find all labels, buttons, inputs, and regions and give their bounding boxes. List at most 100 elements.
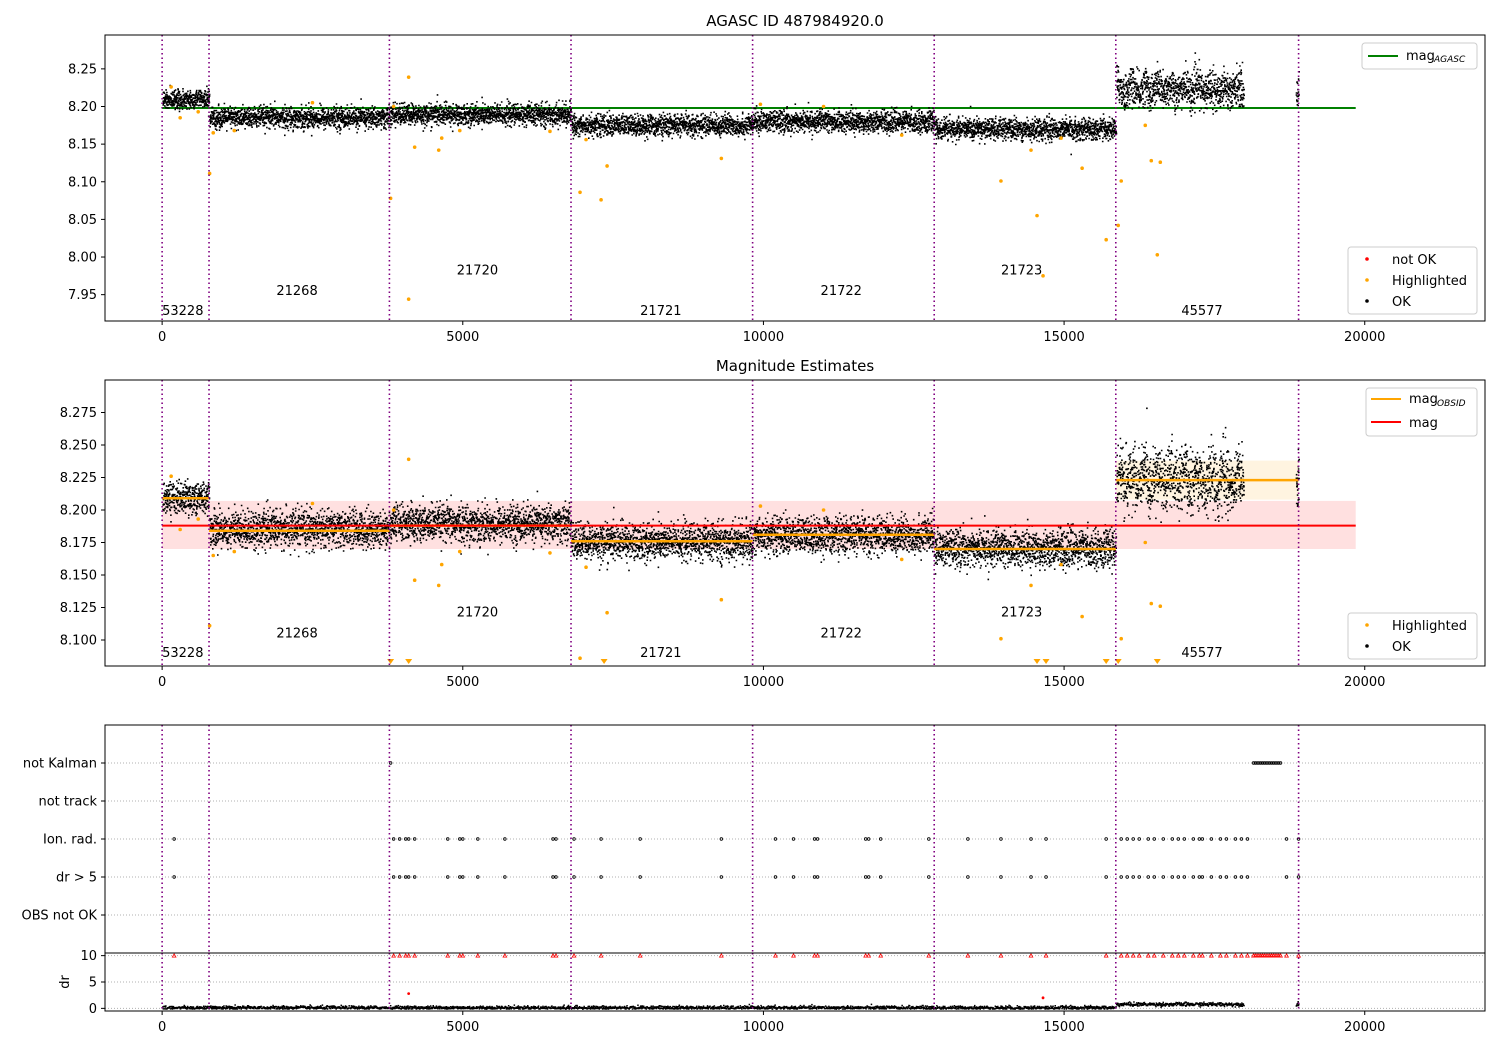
dr-clipped-marker [403,953,409,958]
flag-point [773,837,778,841]
flag-point [878,875,883,879]
highlighted-point [548,129,552,134]
flag-point [1239,837,1244,841]
obsid-label-2: 21722 [821,627,862,642]
flag-point [719,837,724,841]
highlighted-point-2 [1059,562,1063,567]
highlighted-point [821,104,826,109]
flag-point [446,837,450,841]
flag-point [1209,875,1214,879]
flag-point [1137,875,1141,879]
obsid-label: 21722 [821,284,862,299]
highlighted-point-2 [1119,636,1124,641]
dr-clipped-marker [1136,953,1142,958]
p1-frame [104,34,1486,322]
below-range-marker [405,659,413,664]
flag-point [476,875,480,879]
flag-point [791,837,796,841]
flag-point [1152,875,1156,879]
highlighted-point [178,115,182,120]
flag-point [1044,875,1048,879]
p2-xtick-label: 20000 [1344,675,1385,690]
p1-ytick-label: 8.05 [68,213,97,228]
flag-point [458,875,462,879]
flag-point [1137,837,1141,841]
flag-point [815,875,820,879]
flag-row-label: Ion. rad. [43,833,97,848]
legend-status-estimates: Highlighted OK [1347,612,1478,660]
ok-points [162,52,1300,156]
flag-point [446,875,450,879]
obsid-label: 45577 [1181,304,1222,319]
p1-xtick-label: 15000 [1043,330,1084,345]
highlighted-point-2 [412,578,417,582]
flag-point [1176,875,1181,879]
flag-point [638,837,642,841]
flag-point [812,875,817,879]
obsid-label-2: 53228 [162,646,203,661]
p1-xtick-label: 0 [158,330,166,345]
dr-clipped-marker [1278,953,1284,958]
flag-point [458,837,462,841]
flag-point [1260,761,1265,765]
p2-ytick-label: 8.125 [60,601,97,616]
flag-point [1251,761,1256,765]
highlighted-point [1059,136,1063,140]
highlighted-point [457,128,462,133]
highlighted-point [605,164,609,168]
obsid-label: 53228 [162,304,203,319]
flag-point [412,837,417,841]
flag-point [866,875,871,879]
dr-clipped-marker [1238,953,1244,958]
p4-xtick-label: 10000 [743,1020,784,1035]
highlighted-point-2 [999,636,1003,641]
legend-subscript-agasc: AGASC [1433,55,1466,65]
flag-point [1197,837,1202,841]
p4-xtick-label: 0 [158,1020,166,1035]
p1-xtick-label: 5000 [446,330,479,345]
flag-point [1182,875,1187,879]
flag-point [397,875,402,879]
highlighted-point [1080,166,1084,171]
legend-swatch-highlighted [1365,278,1369,282]
flag-point [1218,837,1223,841]
highlighted-point-2 [207,623,212,628]
flag-point [1253,761,1258,765]
flag-point [1233,837,1238,841]
flag-point [391,837,396,841]
flag-point [412,875,417,879]
highlighted-point-2 [196,517,201,521]
flag-point [551,837,555,841]
flag-point [1224,875,1229,879]
flag-point [391,875,396,879]
flag-point [1233,875,1238,879]
flag-point [1262,761,1267,765]
highlighted-point-2 [310,501,315,506]
dr-clipped-marker [1181,953,1187,958]
flag-point [815,837,820,841]
p4-xtick-label: 5000 [446,1020,479,1035]
p4-ytick-label: 0 [89,1002,97,1017]
highlighted-point [391,104,396,109]
legend-swatch-ok [1365,299,1369,303]
flag-point [1029,875,1033,879]
highlighted-point-2 [821,508,826,512]
flag-point [1277,761,1281,765]
legend-label-ok: OK [1392,295,1411,310]
flag-point [966,875,970,879]
flag-point [966,837,970,841]
dr-clipped-marker [1217,953,1223,958]
flag-point [719,875,724,879]
highlighted-point [412,145,417,149]
panel-title-estimates: Magnitude Estimates [716,357,874,375]
below-range-marker [1153,659,1161,664]
dr-clipped-marker [1130,953,1136,958]
highlighted-point-2 [584,565,588,569]
flag-point [403,875,408,879]
dr-clipped-marker [1175,953,1181,958]
dr-outlier-point [1041,996,1045,1000]
flag-point [406,837,411,841]
flag-point [599,837,603,841]
highlighted-point [1119,179,1124,183]
highlighted-point-2 [899,557,904,562]
